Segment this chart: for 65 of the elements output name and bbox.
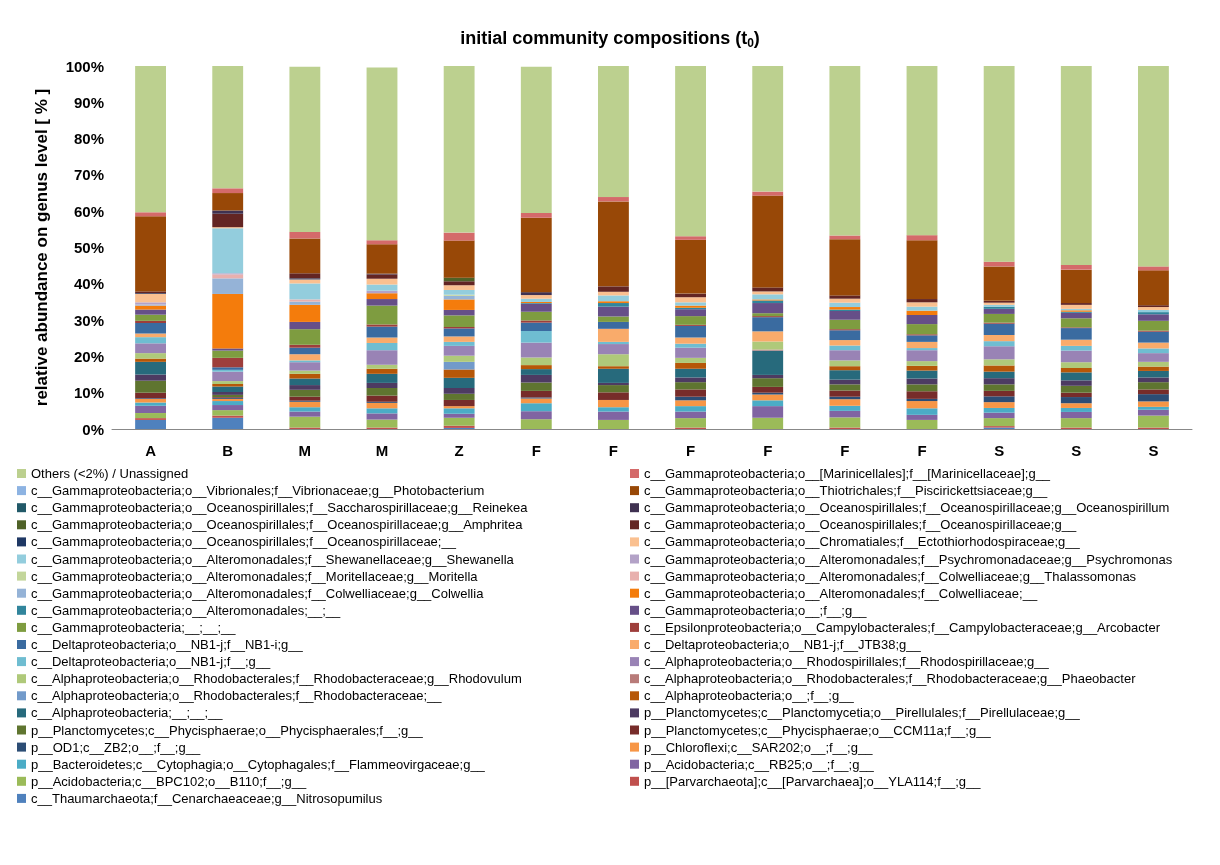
legend-label: p__OD1;c__ZB2;o__;f__;g__ bbox=[31, 739, 201, 755]
legend-label: p__Bacteroidetes;c__Cytophagia;o__Cytophagales;f__Flammeovirgaceae;g__ bbox=[31, 756, 486, 772]
legend-label: c__Gammaproteobacteria;o__Oceanospirillales;f__Oceanospirillaceae;g__Amphritea bbox=[31, 517, 524, 533]
legend-label: c__Alphaproteobacteria;o__;f__;g__ bbox=[644, 688, 855, 704]
y-tick-label: 20% bbox=[73, 347, 104, 365]
legend-label: c__Gammaproteobacteria;o__Alteromonadales;f__Psychromonadaceae;g__Psychromonas bbox=[644, 551, 1173, 567]
y-tick-label: 80% bbox=[73, 130, 104, 148]
legend-label: c__Gammaproteobacteria;o__Thiotrichales;f__Piscirickettsiaceae;g__ bbox=[644, 483, 1048, 499]
legend-label: c__Gammaproteobacteria;o__Chromatiales;f__Ectothiorhodospiraceae;g__ bbox=[644, 534, 1081, 550]
y-tick-label: 50% bbox=[73, 239, 104, 256]
legend-label: c__Gammaproteobacteria;o__Alteromonadales;f__Shewanellaceae;g__Shewanella bbox=[31, 551, 515, 567]
y-tick-label: 30% bbox=[73, 311, 104, 329]
x-tick-label: M bbox=[298, 442, 312, 459]
legend-label: c__Alphaproteobacteria;o__Rhodobacterales;f__Rhodobacteraceae;__ bbox=[31, 688, 443, 704]
legend-label: c__Thaumarchaeota;f__Cenarchaeaceae;g__Nitrosopumilus bbox=[31, 790, 383, 806]
legend-label: p__[Parvarchaeota];c__[Parvarchaea];o__YLA114;f__;g__ bbox=[644, 773, 982, 789]
x-tick-label: F bbox=[608, 442, 619, 459]
y-tick-label: 0% bbox=[82, 420, 104, 438]
y-tick-label: 60% bbox=[73, 202, 104, 220]
legend-label: c__Gammaproteobacteria;o__Alteromonadales;f__Colwelliaceae;g__Thalassomonas bbox=[644, 568, 1137, 584]
legend-label: p__Acidobacteria;c__BPC102;o__B110;f__;g__ bbox=[31, 773, 307, 789]
x-tick-label: F bbox=[763, 442, 773, 459]
legend-label: p__Acidobacteria;c__RB25;o__;f__;g__ bbox=[644, 756, 875, 772]
x-tick-label: M bbox=[375, 442, 389, 459]
legend-label: c__Alphaproteobacteria;o__Rhodospirillales;f__Rhodospirillaceae;g__ bbox=[644, 654, 1050, 670]
legend-label: c__Gammaproteobacteria;o__Vibrionales;f__Vibrionaceae;g__Photobacterium bbox=[31, 483, 485, 499]
x-tick-label: F bbox=[685, 442, 696, 459]
legend-label: p__Chloroflexi;c__SAR202;o__;f__;g__ bbox=[644, 739, 874, 755]
legend-label: Others (<2%) / Unassigned bbox=[31, 466, 189, 481]
y-tick-label: 40% bbox=[73, 275, 104, 293]
legend-label: c__Gammaproteobacteria;o__[Marinicellales];f__[Marinicellaceae];g__ bbox=[644, 466, 1051, 481]
legend-label: c__Alphaproteobacteria;o__Rhodobacterales;f__Rhodobacteraceae;g__Rhodovulum bbox=[31, 671, 522, 687]
legend-label: c__Gammaproteobacteria;o__Oceanospirillales;f__Oceanospirillaceae;g__Oceanospirillum bbox=[644, 500, 1170, 516]
x-tick-label: F bbox=[917, 442, 927, 459]
legend-label: p__Planctomycetes;c__Phycisphaerae;o__Phycisphaerales;f__;g__ bbox=[31, 722, 424, 738]
x-tick-label: Z bbox=[454, 442, 464, 459]
y-tick-label: 70% bbox=[73, 166, 104, 184]
legend-label: c__Deltaproteobacteria;o__NB1-j;f__NB1-i;g__ bbox=[31, 637, 304, 652]
legend-label: c__Deltaproteobacteria;o__NB1-j;f__;g__ bbox=[31, 654, 271, 670]
x-tick-label: F bbox=[840, 442, 850, 459]
legend-label: c__Gammaproteobacteria;o__Alteromonadales;__;__ bbox=[31, 602, 342, 618]
x-tick-label: S bbox=[1148, 442, 1159, 459]
legend-label: c__Alphaproteobacteria;o__Rhodobacterales;f__Rhodobacteraceae;g__Phaeobacter bbox=[644, 671, 1137, 687]
legend-label: c__Gammaproteobacteria;o__Oceanospirillales;f__Oceanospirillaceae;__ bbox=[31, 534, 457, 550]
legend-label: c__Gammaproteobacteria;o__Alteromonadales;f__Colwelliaceae;__ bbox=[644, 585, 1038, 601]
x-tick-label: B bbox=[222, 442, 234, 459]
x-tick-label: A bbox=[145, 442, 157, 459]
legend-label: c__Epsilonproteobacteria;o__Campylobacterales;f__Campylobacteraceae;g__Arcobacter bbox=[644, 619, 1161, 635]
x-tick-label: S bbox=[994, 442, 1005, 459]
legend-label: p__Planctomycetes;c__Phycisphaerae;o__CCM11a;f__;g__ bbox=[644, 722, 992, 738]
x-tick-label: S bbox=[1071, 442, 1082, 459]
y-tick-label: 90% bbox=[73, 93, 104, 111]
legend-label: c__Deltaproteobacteria;o__NB1-j;f__JTB38;g__ bbox=[644, 637, 922, 652]
legend-label: c__Gammaproteobacteria;__;__;__ bbox=[31, 619, 237, 635]
y-tick-label: 100% bbox=[65, 57, 104, 75]
x-tick-label: F bbox=[531, 442, 541, 459]
legend-label: c__Gammaproteobacteria;o__Oceanospirillales;f__Oceanospirillaceae;g__ bbox=[644, 517, 1077, 533]
legend-label: c__Gammaproteobacteria;o__Alteromonadales;f__Colwelliaceae;g__Colwellia bbox=[31, 585, 485, 601]
legend-label: c__Alphaproteobacteria;__;__;__ bbox=[31, 705, 224, 721]
y-axis-title: relative abundance on genus level [ % ] bbox=[32, 88, 51, 407]
legend-label: c__Gammaproteobacteria;o__;f__;g__ bbox=[644, 602, 868, 618]
y-tick-label: 10% bbox=[73, 384, 104, 402]
legend-label: c__Gammaproteobacteria;o__Oceanospirillales;f__Saccharospirillaceae;g__Reinekea bbox=[31, 500, 529, 516]
legend-label: c__Gammaproteobacteria;o__Alteromonadales;f__Moritellaceae;g__Moritella bbox=[31, 568, 479, 584]
legend-label: p__Planctomycetes;c__Planctomycetia;o__Pirellulales;f__Pirellulaceae;g__ bbox=[644, 705, 1081, 721]
